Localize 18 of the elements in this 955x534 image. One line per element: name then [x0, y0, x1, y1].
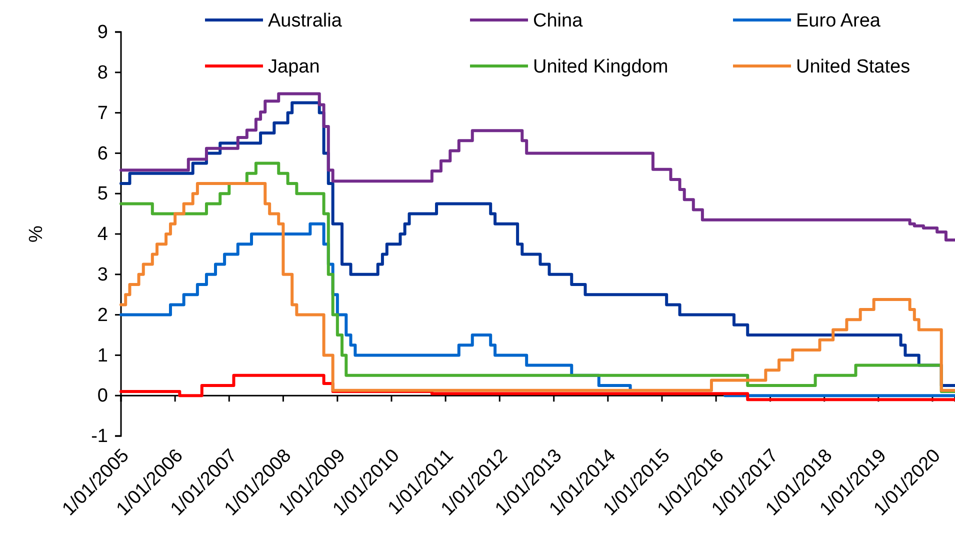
legend-label: Euro Area: [796, 10, 881, 32]
y-tick-label: 5: [97, 184, 108, 205]
y-tick-label: 4: [97, 224, 108, 246]
legend-label: China: [533, 10, 584, 32]
y-tick-label: 2: [97, 304, 108, 326]
legend-label: United States: [796, 56, 910, 78]
y-tick-label: 1: [97, 345, 108, 366]
y-tick-label: 9: [97, 22, 108, 44]
legend-label: Japan: [268, 56, 320, 78]
y-tick-label: -1: [91, 426, 108, 448]
y-tick-label: 0: [97, 386, 108, 407]
legend-label: Australia: [268, 10, 342, 32]
y-tick-label: 7: [97, 102, 108, 124]
y-tick-label: 6: [97, 143, 108, 164]
y-tick-label: 8: [97, 62, 108, 84]
y-tick-label: 3: [97, 264, 108, 286]
y-axis-title: %: [26, 225, 47, 242]
legend-label: United Kingdom: [533, 56, 668, 78]
